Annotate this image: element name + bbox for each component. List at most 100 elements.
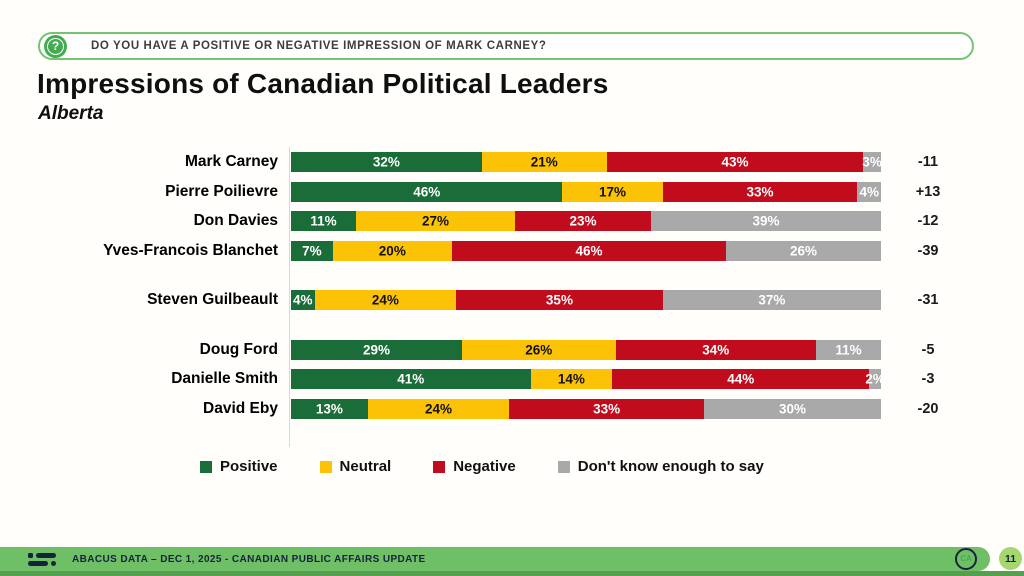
page-number-badge: 11	[999, 547, 1022, 570]
segment-value-label: 26%	[525, 341, 553, 357]
stacked-bar: 11% 27% 23% 39%	[291, 211, 881, 231]
segment-value-label: 43%	[721, 154, 749, 170]
segment-don-t-know-enough-to-say: 26%	[726, 240, 881, 261]
chart-row-pierre-poilievre: Pierre Poilievre 46% 17% 33% 4% +13	[0, 181, 1024, 202]
segment-negative: 23%	[515, 211, 651, 231]
stacked-bar: 29% 26% 34% 11%	[291, 339, 881, 360]
segment-positive: 11%	[291, 211, 356, 231]
page-subtitle: Alberta	[38, 103, 104, 124]
segment-value-label: 30%	[778, 400, 807, 416]
segment-don-t-know-enough-to-say: 3%	[862, 152, 882, 172]
segment-value-label: 17%	[599, 183, 627, 199]
question-text: DO YOU HAVE A POSITIVE OR NEGATIVE IMPRE…	[91, 40, 547, 52]
leader-label: Doug Ford	[199, 340, 278, 358]
legend-label: Don't know enough to say	[577, 458, 764, 475]
segment-value-label: 11%	[835, 341, 862, 357]
stacked-bar: 13% 24% 33% 30%	[291, 398, 881, 419]
net-score: -31	[917, 292, 939, 308]
segment-value-label: 33%	[746, 183, 774, 199]
segment-value-label: 2%	[865, 371, 885, 387]
segment-negative: 33%	[509, 398, 704, 419]
segment-value-label: 20%	[378, 242, 406, 258]
legend-item-don-t-know-enough-to-say: Don't know enough to say	[557, 458, 764, 475]
stacked-bar: 4% 24% 35% 37%	[291, 290, 881, 310]
segment-neutral: 14%	[530, 369, 613, 389]
segment-positive: 46%	[291, 181, 563, 202]
footer-bottom-strip	[0, 571, 1024, 576]
chart-axis-line	[289, 147, 290, 447]
segment-value-label: 27%	[422, 213, 450, 229]
segment-value-label: 14%	[557, 371, 585, 387]
segment-value-label: 39%	[752, 213, 780, 229]
segment-value-label: 23%	[569, 213, 597, 229]
chart-legend: Positive Neutral Negative Don't know enough…	[200, 458, 764, 475]
chart-rows: Mark Carney 32% 21% 43% 3% -11 Pierre Poilievr…	[0, 152, 1024, 428]
chart-row-david-eby: David Eby 13% 24% 33% 30% -20	[0, 398, 1024, 419]
net-score: -39	[917, 242, 939, 259]
segment-value-label: 24%	[424, 400, 453, 416]
segment-negative: 33%	[662, 181, 858, 202]
segment-positive: 4%	[291, 290, 315, 310]
segment-value-label: 35%	[545, 292, 573, 308]
footer-source-text: ABACUS DATA – DEC 1, 2025 - CANADIAN PUB…	[72, 553, 426, 565]
legend-item-positive: Positive	[200, 458, 278, 475]
segment-don-t-know-enough-to-say: 2%	[865, 369, 885, 389]
segment-don-t-know-enough-to-say: 39%	[650, 211, 881, 231]
chart-row-doug-ford: Doug Ford 29% 26% 34% 11% -5	[0, 339, 1024, 360]
chart-row-steven-guilbeault: Steven Guilbeault 4% 24% 35% 37% -31	[0, 290, 1024, 310]
leader-label: Pierre Poilievre	[165, 182, 278, 200]
segment-neutral: 21%	[481, 152, 607, 172]
segment-neutral: 17%	[562, 181, 663, 202]
leader-label: David Eby	[203, 399, 278, 417]
segment-value-label: 33%	[593, 400, 621, 416]
legend-label: Negative	[453, 458, 516, 475]
net-score: -3	[921, 371, 935, 387]
segment-positive: 41%	[291, 369, 531, 389]
segment-neutral: 20%	[332, 240, 452, 261]
segment-neutral: 24%	[314, 290, 457, 310]
leader-label: Don Davies	[193, 212, 278, 229]
legend-swatch-icon	[433, 460, 446, 473]
net-score: -11	[917, 154, 939, 170]
legend-label: Neutral	[339, 458, 392, 475]
net-score: -12	[917, 213, 939, 229]
segment-value-label: 7%	[302, 242, 322, 258]
chart-row-danielle-smith: Danielle Smith 41% 14% 44% 2% -3	[0, 369, 1024, 389]
segment-value-label: 24%	[371, 292, 399, 308]
segment-don-t-know-enough-to-say: 30%	[704, 398, 881, 419]
segment-value-label: 29%	[363, 341, 391, 357]
segment-value-label: 37%	[758, 292, 786, 308]
leader-label: Yves-Francois Blanchet	[103, 241, 278, 259]
segment-value-label: 4%	[859, 183, 879, 199]
question-mark-icon: ?	[44, 34, 67, 58]
chart-row-don-davies: Don Davies 11% 27% 23% 39% -12	[0, 211, 1024, 231]
segment-positive: 13%	[291, 398, 368, 419]
segment-negative: 34%	[615, 339, 817, 360]
stacked-bar: 7% 20% 46% 26%	[291, 240, 881, 261]
legend-swatch-icon	[319, 460, 332, 473]
stacked-bar: 46% 17% 33% 4%	[291, 181, 881, 202]
chart-row-mark-carney: Mark Carney 32% 21% 43% 3% -11	[0, 152, 1024, 172]
segment-neutral: 27%	[355, 211, 516, 231]
segment-value-label: 34%	[702, 341, 730, 357]
stacked-bar: 32% 21% 43% 3%	[291, 152, 882, 172]
segment-positive: 29%	[291, 339, 463, 360]
segment-value-label: 11%	[310, 213, 337, 229]
segment-negative: 44%	[612, 369, 870, 389]
leader-label: Steven Guilbeault	[147, 291, 278, 308]
segment-neutral: 26%	[462, 339, 616, 360]
legend-swatch-icon	[200, 460, 212, 473]
segment-negative: 43%	[606, 152, 864, 172]
legend-label: Positive	[220, 458, 278, 475]
segment-value-label: 13%	[315, 400, 343, 416]
segment-positive: 32%	[291, 152, 482, 172]
segment-value-label: 32%	[372, 154, 400, 170]
segment-value-label: 46%	[413, 183, 441, 199]
footer-bar: ABACUS DATA – DEC 1, 2025 - CANADIAN PUB…	[0, 547, 990, 571]
segment-value-label: 41%	[397, 371, 425, 387]
net-score: -5	[921, 341, 935, 358]
page-title: Impressions of Canadian Political Leader…	[37, 68, 609, 99]
legend-item-neutral: Neutral	[319, 458, 392, 475]
segment-positive: 7%	[291, 240, 333, 261]
